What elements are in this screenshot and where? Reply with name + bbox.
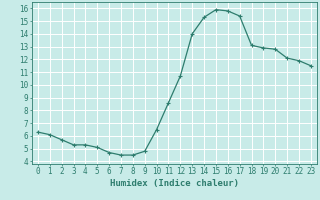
X-axis label: Humidex (Indice chaleur): Humidex (Indice chaleur) xyxy=(110,179,239,188)
